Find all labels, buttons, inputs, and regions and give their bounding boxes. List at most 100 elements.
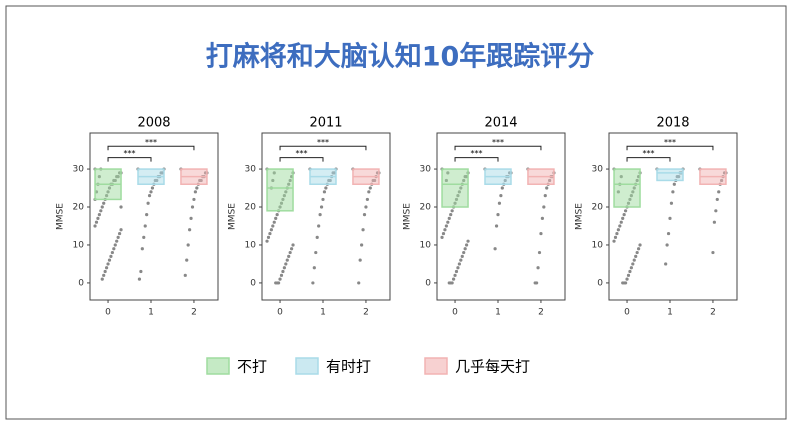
point: [621, 216, 625, 220]
point: [368, 186, 372, 190]
x-tick-label: 1: [667, 308, 673, 318]
point: [717, 190, 721, 194]
y-tick-label: 10: [592, 240, 604, 250]
point: [464, 243, 469, 247]
point: [361, 228, 365, 232]
point: [462, 250, 466, 255]
point: [106, 262, 110, 266]
point: [612, 239, 616, 243]
point: [109, 254, 113, 258]
point: [116, 235, 120, 239]
point: [317, 224, 321, 228]
point: [145, 213, 149, 217]
point: [638, 243, 642, 247]
point: [272, 220, 276, 224]
point: [618, 224, 622, 228]
significance-bracket: [454, 157, 499, 162]
point: [449, 213, 453, 217]
point: [362, 213, 367, 217]
point: [275, 213, 279, 217]
point: [274, 216, 278, 220]
point: [282, 266, 286, 270]
point: [616, 228, 620, 232]
significance-bracket: [107, 145, 195, 151]
point: [628, 269, 632, 274]
point: [459, 258, 463, 262]
point: [100, 205, 104, 209]
point: [463, 247, 467, 251]
point: [542, 205, 546, 209]
point: [454, 269, 459, 274]
y-tick-label: 30: [592, 165, 604, 175]
box: [266, 168, 294, 212]
point: [365, 197, 369, 202]
y-tick-label: 20: [73, 203, 85, 213]
point: [626, 273, 631, 277]
point: [265, 239, 269, 243]
point: [190, 205, 195, 209]
point: [274, 281, 278, 285]
point: [149, 190, 153, 194]
point: [287, 254, 291, 258]
point: [318, 213, 322, 217]
point: [360, 243, 364, 247]
legend-swatch: [206, 357, 230, 375]
point: [147, 194, 152, 198]
point: [279, 273, 284, 277]
point: [447, 281, 451, 285]
point: [665, 243, 669, 247]
point: [447, 216, 451, 220]
point: [494, 224, 499, 228]
significance-label: ***: [492, 138, 504, 147]
point: [672, 182, 676, 186]
point: [188, 228, 192, 232]
point: [441, 231, 446, 236]
point: [119, 205, 123, 209]
point: [322, 190, 327, 194]
y-tick-label: 30: [73, 165, 85, 175]
x-tick-label: 1: [495, 308, 501, 318]
point: [497, 201, 502, 205]
point: [619, 220, 623, 224]
point: [107, 258, 112, 262]
point: [622, 213, 626, 217]
box: [656, 168, 684, 182]
x-tick-label: 0: [105, 308, 111, 318]
plot-area: [436, 132, 566, 301]
point: [99, 209, 103, 213]
point: [446, 220, 450, 224]
y-tick-label: 30: [420, 165, 432, 175]
point: [192, 197, 196, 202]
significance-label: ***: [643, 149, 655, 158]
point: [281, 269, 285, 274]
y-tick-label: 0: [425, 278, 431, 288]
point: [100, 277, 104, 281]
point: [183, 273, 187, 277]
point: [113, 243, 117, 247]
point: [102, 273, 106, 277]
significance-bracket: [626, 145, 714, 151]
significance-bracket: [107, 157, 152, 162]
y-tick-label: 0: [250, 278, 256, 288]
y-axis-label: MMSE: [575, 203, 585, 230]
point: [268, 231, 272, 236]
point: [314, 250, 318, 255]
point: [456, 266, 460, 270]
point: [631, 262, 635, 266]
point: [117, 231, 122, 236]
point: [139, 269, 143, 274]
x-tick-label: 2: [363, 308, 369, 318]
y-tick-label: 30: [245, 165, 257, 175]
x-tick-label: 1: [148, 308, 154, 318]
significance-label: ***: [317, 138, 329, 147]
y-tick-label: 20: [592, 203, 604, 213]
point: [315, 235, 319, 239]
x-tick-label: 0: [452, 308, 458, 318]
point: [539, 231, 543, 236]
point: [94, 220, 99, 224]
point: [443, 228, 447, 232]
point: [324, 186, 328, 190]
panel-title: 2018: [656, 116, 689, 131]
y-tick-label: 10: [420, 240, 432, 250]
